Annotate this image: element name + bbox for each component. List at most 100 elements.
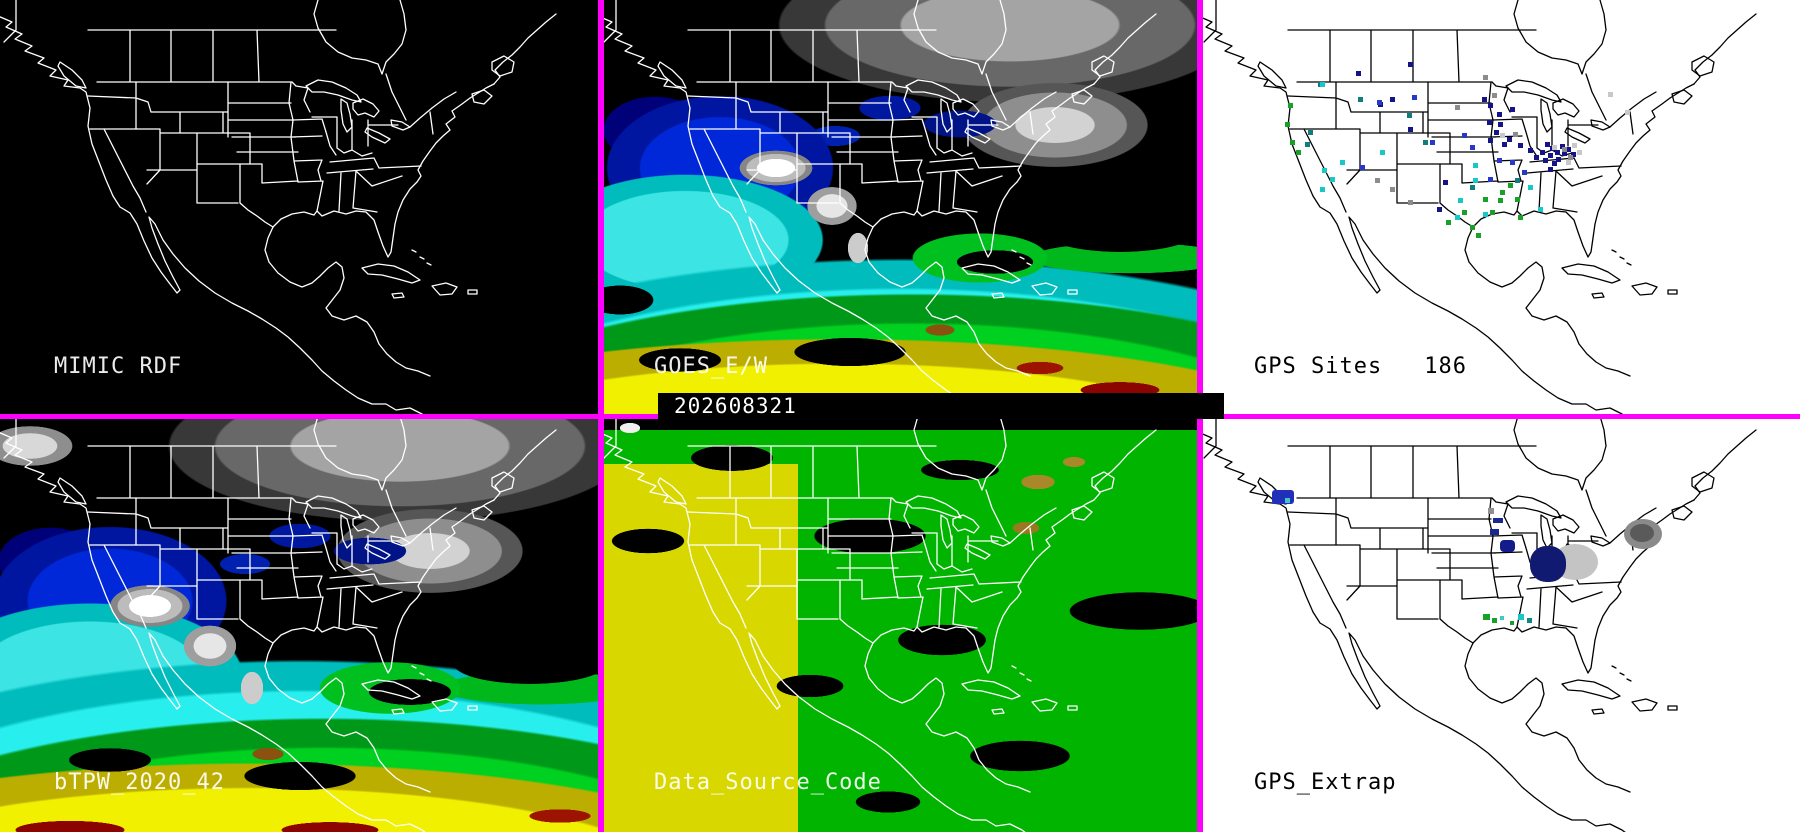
gps-site-dot bbox=[1552, 145, 1557, 150]
gps-site-dot bbox=[1515, 197, 1520, 202]
gps-site-dot bbox=[1285, 122, 1290, 127]
gps-site-dot bbox=[1483, 212, 1488, 217]
gps-site-dot bbox=[1492, 93, 1497, 98]
gps-site-dot bbox=[1482, 97, 1487, 102]
gps-site-dot bbox=[1322, 168, 1327, 173]
gps-site-dot bbox=[1510, 160, 1515, 165]
gps-site-dot bbox=[1423, 140, 1428, 145]
gps-site-dot bbox=[1543, 158, 1548, 163]
gps-site-dot bbox=[1502, 142, 1507, 147]
gps-site-dot bbox=[1498, 122, 1503, 127]
gps-site-dot bbox=[1608, 92, 1613, 97]
panel-label-gps-extrap: GPS_Extrap bbox=[1254, 770, 1397, 795]
panel-mimic-rdf[interactable]: MIMIC RDF bbox=[0, 0, 600, 416]
gps-site-dot bbox=[1500, 190, 1505, 195]
gps-site-dot bbox=[1462, 133, 1467, 138]
panel-label-btpw: bTPW_2020_42 bbox=[54, 770, 225, 795]
gps-site-dot bbox=[1625, 110, 1630, 115]
panel-label-gps-sites: GPS Sites 186 bbox=[1254, 354, 1467, 379]
gps-site-dot bbox=[1470, 145, 1475, 150]
timestamp: 202608321 bbox=[674, 394, 797, 418]
gps-site-dot bbox=[1476, 233, 1481, 238]
gps-sites-label: GPS Sites bbox=[1254, 354, 1383, 379]
gps-site-dot bbox=[1412, 95, 1417, 100]
extrap-blob bbox=[1510, 621, 1514, 625]
extrap-blob bbox=[1483, 614, 1490, 620]
extrap-blob bbox=[1530, 546, 1566, 582]
extrap-blob bbox=[1493, 518, 1503, 523]
gps-site-dot bbox=[1375, 178, 1380, 183]
gps-site-dot bbox=[1534, 155, 1539, 160]
gps-site-dot bbox=[1497, 158, 1502, 163]
gps-site-dot bbox=[1308, 130, 1313, 135]
panel-gps-extrap[interactable]: GPS_Extrap bbox=[1200, 416, 1800, 832]
gps-site-dot bbox=[1377, 100, 1382, 105]
extrap-blob bbox=[1500, 540, 1515, 552]
gps-site-dot bbox=[1483, 75, 1488, 80]
gps-site-dot bbox=[1390, 187, 1395, 192]
panel-goes-ew[interactable]: GOES_E/W bbox=[600, 0, 1200, 416]
gps-site-dot bbox=[1455, 215, 1460, 220]
panel-data-source-code[interactable]: Data_Source_Code bbox=[600, 416, 1200, 832]
extrap-blob bbox=[1518, 614, 1524, 620]
gps-site-dot bbox=[1490, 210, 1495, 215]
gps-site-dot bbox=[1513, 132, 1518, 137]
gps-site-dot bbox=[1356, 71, 1361, 76]
gps-site-dot bbox=[1522, 170, 1527, 175]
panel-gps-sites[interactable]: GPS Sites 186 bbox=[1200, 0, 1800, 416]
panel-label-goes-ew: GOES_E/W bbox=[654, 354, 768, 379]
gps-site-dot bbox=[1548, 153, 1553, 158]
gps-site-dot bbox=[1408, 62, 1413, 67]
extrap-blob bbox=[1492, 618, 1497, 623]
extrap-blob bbox=[1490, 529, 1499, 535]
gps-site-dot bbox=[1473, 163, 1478, 168]
gps-site-dot bbox=[1518, 143, 1523, 148]
gps-site-dot bbox=[1296, 150, 1301, 155]
gps-site-dot bbox=[1528, 148, 1533, 153]
gps-site-dot bbox=[1507, 137, 1512, 142]
gps-site-dot bbox=[1528, 185, 1533, 190]
gps-site-dot bbox=[1407, 113, 1412, 118]
gps-site-dot bbox=[1548, 167, 1553, 172]
gps-site-dot bbox=[1566, 160, 1571, 165]
gps-site-dot bbox=[1320, 187, 1325, 192]
gps-site-dot bbox=[1515, 178, 1520, 183]
gps-site-dot bbox=[1446, 220, 1451, 225]
panel-label-mimic-rdf: MIMIC RDF bbox=[54, 354, 183, 379]
gps-site-dot bbox=[1577, 150, 1582, 155]
gps-site-dot bbox=[1288, 103, 1293, 108]
extrap-blob bbox=[1527, 618, 1532, 623]
gps-site-dot bbox=[1305, 142, 1310, 147]
gps-site-dot bbox=[1430, 140, 1435, 145]
gps-site-dot bbox=[1500, 133, 1505, 138]
gps-site-dot bbox=[1488, 177, 1493, 182]
gps-site-dot bbox=[1494, 130, 1499, 135]
gps-site-dot bbox=[1497, 112, 1502, 117]
gps-site-dot bbox=[1462, 210, 1467, 215]
gps-site-dot bbox=[1518, 215, 1523, 220]
gps-site-dot bbox=[1470, 225, 1475, 230]
gps-site-dot bbox=[1408, 127, 1413, 132]
timestamp-bar: 202608321 bbox=[658, 393, 1224, 419]
gps-site-dot bbox=[1555, 150, 1560, 155]
gps-site-dot bbox=[1488, 103, 1493, 108]
gps-site-dot bbox=[1340, 160, 1345, 165]
gps-site-dot bbox=[1390, 97, 1395, 102]
gps-site-dot bbox=[1290, 140, 1295, 145]
panel-btpw[interactable]: bTPW_2020_42 bbox=[0, 416, 600, 832]
gps-site-dot bbox=[1470, 185, 1475, 190]
gps-site-dot bbox=[1562, 147, 1567, 152]
gps-site-dot bbox=[1508, 183, 1513, 188]
extrap-blob bbox=[1272, 490, 1294, 504]
extrap-blob bbox=[1500, 616, 1504, 620]
gps-site-dot bbox=[1538, 207, 1543, 212]
gps-site-dot bbox=[1510, 107, 1515, 112]
gps-site-dot bbox=[1540, 150, 1545, 155]
gps-site-dot bbox=[1498, 198, 1503, 203]
gps-site-dot bbox=[1488, 138, 1493, 143]
extrap-blob bbox=[1630, 524, 1654, 542]
gps-site-dot bbox=[1473, 178, 1478, 183]
gps-site-dot bbox=[1360, 165, 1365, 170]
extrap-blob bbox=[1488, 508, 1494, 514]
